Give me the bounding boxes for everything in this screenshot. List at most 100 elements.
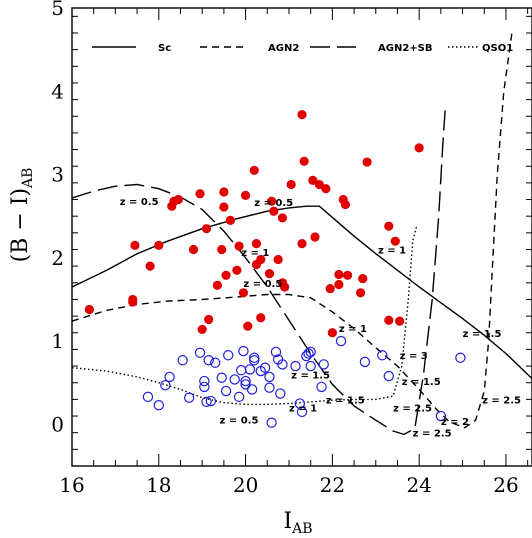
y-axis-label-subscript: AB [20, 168, 36, 189]
filled-point [251, 239, 262, 249]
redshift-label: z = 1.5 [326, 395, 365, 406]
open-point [259, 362, 271, 373]
filled-point [297, 239, 307, 249]
filled-point [334, 269, 344, 280]
open-point [335, 335, 347, 347]
filled-point [195, 189, 205, 199]
redshift-label: z = 1.5 [402, 377, 441, 388]
filled-point [277, 213, 288, 223]
filled-point [267, 196, 277, 206]
legend-label: Sc [158, 43, 171, 54]
curve-agn2-sb [71, 109, 446, 436]
open-point [266, 417, 277, 428]
filled-point [310, 232, 320, 242]
open-point [383, 370, 394, 382]
open-point [244, 364, 256, 375]
filled-point [130, 240, 140, 250]
filled-point [84, 304, 94, 315]
filled-point [299, 156, 309, 166]
filled-point [204, 314, 214, 325]
filled-point [273, 254, 283, 265]
open-point [240, 375, 251, 387]
filled-point [334, 279, 344, 290]
open-point [199, 375, 210, 387]
open-point [275, 388, 286, 399]
legend-label: AGN2+SB [378, 43, 432, 54]
filled-point [342, 270, 353, 280]
open-point [183, 392, 195, 403]
filled-point [384, 221, 394, 231]
y-axis-label-main: (B − I) [8, 188, 33, 262]
open-point [318, 359, 329, 370]
filled-point [225, 215, 235, 225]
open-point [377, 350, 388, 361]
redshift-label: z = 1 [289, 404, 317, 415]
open-point [455, 352, 466, 363]
filled-point [269, 206, 279, 216]
filled-point [384, 315, 394, 325]
open-point [201, 396, 212, 408]
legend-label: QSO1 [482, 43, 513, 54]
open-point [216, 372, 227, 383]
redshift-annotations: z = 0.5 z = 0.5 z = 1 z = 0.5 z = 1 z = 1 z = … [120, 197, 521, 439]
open-point [359, 356, 371, 368]
open-point [199, 381, 210, 393]
filled-point [358, 274, 368, 284]
open-point [303, 348, 314, 359]
open-point [277, 359, 288, 370]
open-point [290, 360, 301, 372]
filled-point [314, 179, 324, 190]
open-point [194, 347, 206, 358]
filled-point [414, 143, 424, 153]
filled-point [201, 224, 212, 234]
x-axis-label-main: I [283, 509, 292, 534]
filled-point [221, 270, 231, 280]
x-tick-label: 26 [493, 473, 518, 497]
filled-point [232, 265, 242, 275]
x-tick-label: 24 [406, 473, 431, 497]
x-tick-label: 18 [146, 473, 171, 497]
open-point [240, 379, 251, 390]
filled-point [234, 241, 244, 251]
data-points [84, 109, 466, 428]
open-point [296, 406, 308, 418]
open-point [305, 360, 316, 372]
open-point [316, 381, 327, 393]
filled-point [395, 316, 405, 326]
redshift-label: z = 0.5 [220, 415, 259, 426]
filled-point [188, 244, 199, 255]
filled-point [321, 184, 331, 194]
open-point [203, 355, 214, 366]
filled-point [154, 240, 164, 250]
x-tick-label: 22 [320, 473, 345, 497]
plot-frame [71, 7, 532, 467]
filled-point [217, 244, 227, 255]
redshift-label: z = 2.5 [413, 429, 452, 440]
open-point [270, 346, 282, 358]
filled-point [219, 202, 229, 212]
filled-point [308, 175, 318, 185]
filled-point [362, 157, 372, 167]
y-tick-label: 2 [51, 246, 64, 270]
open-point [264, 371, 275, 383]
open-point [177, 355, 188, 366]
open-point [236, 365, 247, 376]
filled-point [256, 254, 266, 265]
y-tick-label: 1 [51, 329, 64, 353]
open-point [223, 350, 234, 361]
open-point [246, 384, 258, 395]
y-tick-label: 3 [51, 163, 64, 187]
redshift-label: z = 1 [241, 248, 269, 259]
redshift-label: z = 0.5 [120, 197, 159, 208]
open-point [205, 395, 217, 407]
open-point [160, 380, 171, 391]
legend-label: AGN2 [268, 43, 299, 54]
redshift-label: z = 1 [378, 245, 406, 256]
filled-point [240, 190, 251, 200]
open-point [210, 357, 221, 368]
plot-border [71, 7, 532, 467]
filled-point [243, 321, 253, 331]
axis-ticks: 16 18 20 22 24 26 0 1 2 3 4 5 [51, 0, 532, 497]
filled-point [219, 187, 229, 197]
redshift-label: z = 3 [400, 351, 428, 362]
